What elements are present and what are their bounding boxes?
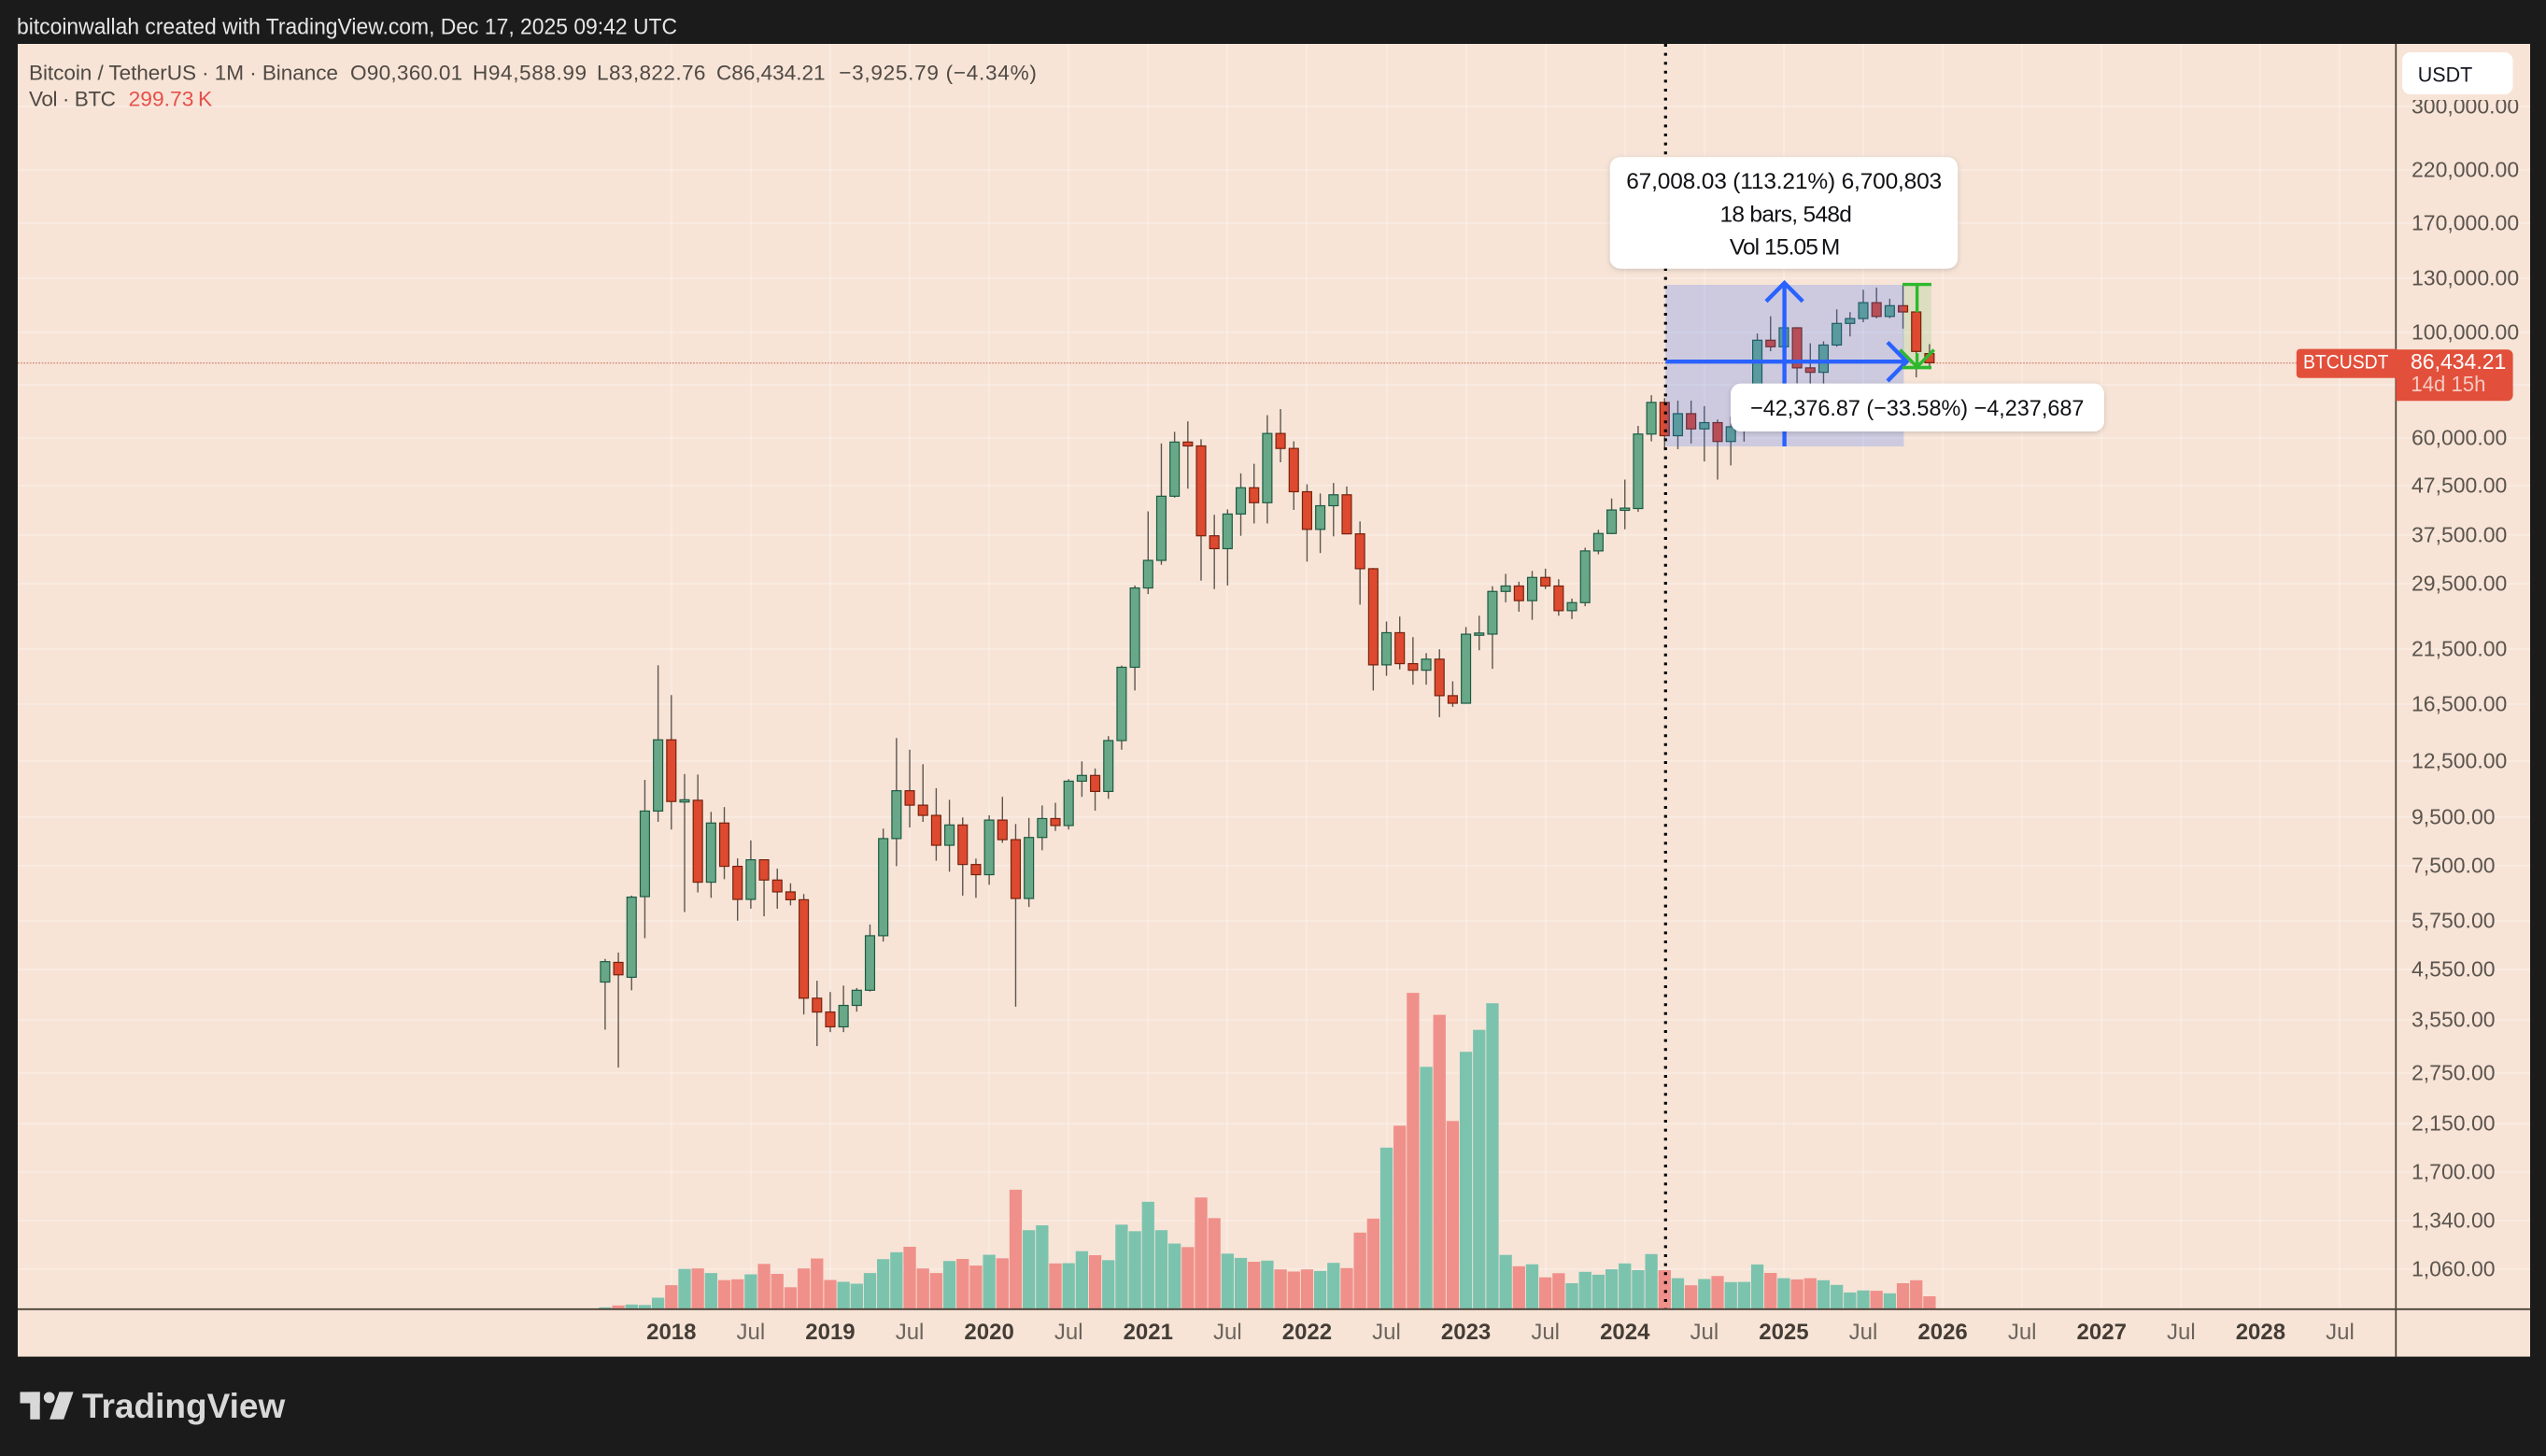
svg-text:2028: 2028 — [2236, 1320, 2285, 1345]
svg-text:12,500.00: 12,500.00 — [2412, 749, 2507, 773]
svg-text:TradingView: TradingView — [82, 1387, 285, 1425]
svg-text:BTCUSDT: BTCUSDT — [2303, 352, 2389, 374]
svg-text:Jul: Jul — [896, 1320, 925, 1345]
svg-text:18 bars, 548d: 18 bars, 548d — [1719, 202, 1852, 227]
svg-text:2023: 2023 — [1441, 1320, 1491, 1345]
svg-text:2027: 2027 — [2077, 1320, 2127, 1345]
svg-text:2021: 2021 — [1124, 1320, 1173, 1345]
svg-text:H94,588.99: H94,588.99 — [473, 61, 587, 84]
svg-text:2,750.00: 2,750.00 — [2412, 1061, 2496, 1085]
svg-text:5,750.00: 5,750.00 — [2412, 909, 2496, 933]
svg-text:Vol · BTC: Vol · BTC — [29, 88, 116, 111]
svg-text:7,500.00: 7,500.00 — [2412, 854, 2496, 878]
svg-text:bitcoinwallah created with Tra: bitcoinwallah created with TradingView.c… — [17, 14, 677, 39]
svg-text:Jul: Jul — [1054, 1320, 1083, 1345]
svg-text:300,000.00: 300,000.00 — [2412, 94, 2519, 119]
svg-text:Jul: Jul — [737, 1320, 766, 1345]
svg-text:1,060.00: 1,060.00 — [2412, 1257, 2496, 1281]
svg-text:Jul: Jul — [1531, 1320, 1560, 1345]
svg-text:2024: 2024 — [1600, 1320, 1650, 1345]
svg-text:100,000.00: 100,000.00 — [2412, 320, 2519, 345]
svg-text:2019: 2019 — [805, 1320, 855, 1345]
svg-text:37,500.00: 37,500.00 — [2412, 523, 2507, 547]
svg-text:Bitcoin / TetherUS · 1M · Bina: Bitcoin / TetherUS · 1M · Binance — [29, 61, 338, 84]
svg-text:Jul: Jul — [2008, 1320, 2037, 1345]
svg-text:−42,376.87 (−33.58%) −4,237,68: −42,376.87 (−33.58%) −4,237,687 — [1750, 396, 2084, 421]
svg-text:2018: 2018 — [646, 1320, 696, 1345]
svg-text:Jul: Jul — [1372, 1320, 1401, 1345]
svg-text:130,000.00: 130,000.00 — [2412, 266, 2519, 290]
svg-text:60,000.00: 60,000.00 — [2412, 426, 2507, 450]
svg-text:1,700.00: 1,700.00 — [2412, 1160, 2496, 1184]
svg-text:4,550.00: 4,550.00 — [2412, 957, 2496, 982]
svg-text:1,340.00: 1,340.00 — [2412, 1209, 2496, 1233]
svg-text:170,000.00: 170,000.00 — [2412, 211, 2519, 235]
svg-text:86,434.21: 86,434.21 — [2411, 349, 2506, 374]
svg-text:Jul: Jul — [2326, 1320, 2355, 1345]
svg-text:29,500.00: 29,500.00 — [2412, 572, 2507, 596]
svg-text:47,500.00: 47,500.00 — [2412, 474, 2507, 498]
svg-text:2022: 2022 — [1282, 1320, 1332, 1345]
svg-text:9,500.00: 9,500.00 — [2412, 805, 2496, 829]
svg-text:Jul: Jul — [1213, 1320, 1242, 1345]
svg-text:3,550.00: 3,550.00 — [2412, 1008, 2496, 1032]
svg-text:220,000.00: 220,000.00 — [2412, 158, 2519, 182]
svg-text:299.73 K: 299.73 K — [129, 88, 213, 111]
svg-text:67,008.03 (113.21%) 6,700,803: 67,008.03 (113.21%) 6,700,803 — [1626, 169, 1942, 194]
svg-text:Jul: Jul — [2167, 1320, 2196, 1345]
svg-text:2025: 2025 — [1759, 1320, 1808, 1345]
svg-text:Jul: Jul — [1849, 1320, 1878, 1345]
svg-text:Jul: Jul — [1690, 1320, 1719, 1345]
svg-text:2020: 2020 — [964, 1320, 1013, 1345]
svg-text:USDT: USDT — [2418, 64, 2473, 87]
svg-text:21,500.00: 21,500.00 — [2412, 637, 2507, 661]
svg-text:L83,822.76: L83,822.76 — [597, 61, 706, 84]
svg-text:14d 15h: 14d 15h — [2411, 372, 2485, 396]
svg-text:2,150.00: 2,150.00 — [2412, 1111, 2496, 1136]
svg-text:C86,434.21: C86,434.21 — [716, 61, 826, 84]
svg-text:−3,925.79 (−4.34%): −3,925.79 (−4.34%) — [839, 61, 1037, 84]
svg-text:2026: 2026 — [1917, 1320, 1967, 1345]
svg-text:16,500.00: 16,500.00 — [2412, 692, 2507, 716]
svg-text:O90,360.01: O90,360.01 — [350, 61, 462, 84]
svg-text:Vol 15.05 M: Vol 15.05 M — [1730, 235, 1841, 261]
